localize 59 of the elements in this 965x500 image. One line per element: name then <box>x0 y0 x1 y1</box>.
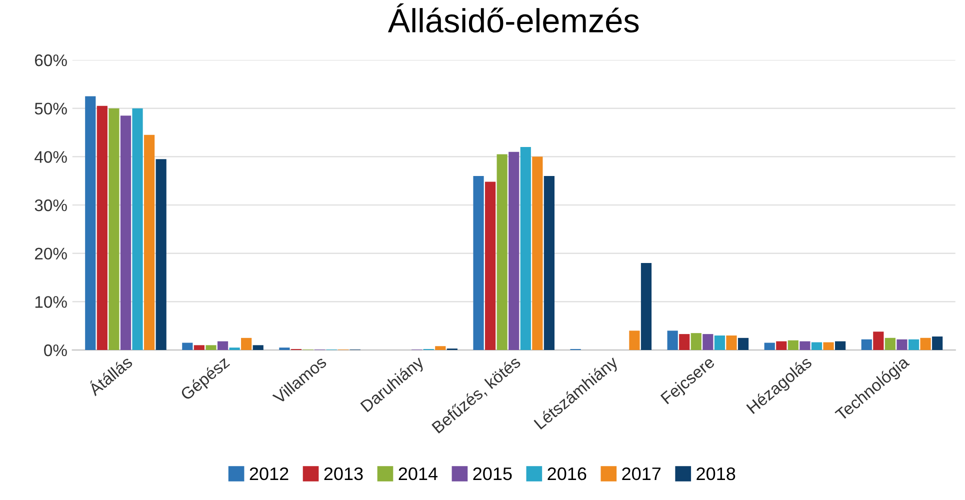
y-tick-label: 10% <box>35 296 67 308</box>
bar <box>132 108 143 350</box>
bar <box>96 106 108 350</box>
bar <box>217 341 228 350</box>
legend-label: 2016 <box>548 467 586 480</box>
bar <box>932 336 943 350</box>
bar <box>182 342 193 350</box>
y-tick-label: 50% <box>34 102 67 115</box>
bar <box>496 154 508 350</box>
bar <box>194 345 205 350</box>
y-tick-label: 0% <box>44 344 67 356</box>
bar <box>764 342 775 350</box>
bar <box>873 332 884 350</box>
bar <box>120 116 132 350</box>
bar <box>484 182 496 350</box>
legend-label: 2013 <box>324 467 363 480</box>
bar <box>726 336 737 350</box>
bar <box>861 339 872 350</box>
legend-label: 2015 <box>473 467 512 480</box>
bar <box>776 341 787 350</box>
legend-label: 2017 <box>622 467 661 480</box>
bar <box>156 159 166 350</box>
bar <box>508 152 520 350</box>
bar <box>520 147 531 350</box>
bar <box>532 156 543 350</box>
bar <box>908 339 920 350</box>
bar <box>640 263 652 350</box>
bar <box>206 345 216 350</box>
y-tick-label: 20% <box>34 248 67 260</box>
bar <box>896 339 908 350</box>
chart-title: Állásidő-elemzés <box>388 3 639 33</box>
bar <box>544 176 555 350</box>
y-tick-label: 40% <box>34 151 67 163</box>
bar <box>788 340 798 350</box>
bar <box>690 333 702 350</box>
bar <box>835 341 846 350</box>
bar <box>629 330 640 350</box>
bar <box>667 330 678 350</box>
bar <box>811 342 822 350</box>
bar <box>108 108 120 350</box>
y-tick-label: 60% <box>35 54 67 66</box>
bar <box>473 176 484 350</box>
y-tick-label: 30% <box>34 199 67 212</box>
legend-label: 2014 <box>398 467 438 480</box>
bar <box>884 338 896 350</box>
bar <box>800 341 810 350</box>
bar <box>679 334 690 350</box>
legend-label: 2012 <box>250 467 288 480</box>
bar <box>85 96 96 350</box>
bar <box>714 336 726 350</box>
bar <box>252 345 264 350</box>
bar <box>823 342 834 350</box>
bar <box>144 134 155 350</box>
bar <box>241 338 252 350</box>
legend-label: 2018 <box>696 467 736 480</box>
bar <box>435 346 446 350</box>
bar <box>738 338 749 350</box>
bar <box>920 338 931 350</box>
bar <box>702 334 714 350</box>
